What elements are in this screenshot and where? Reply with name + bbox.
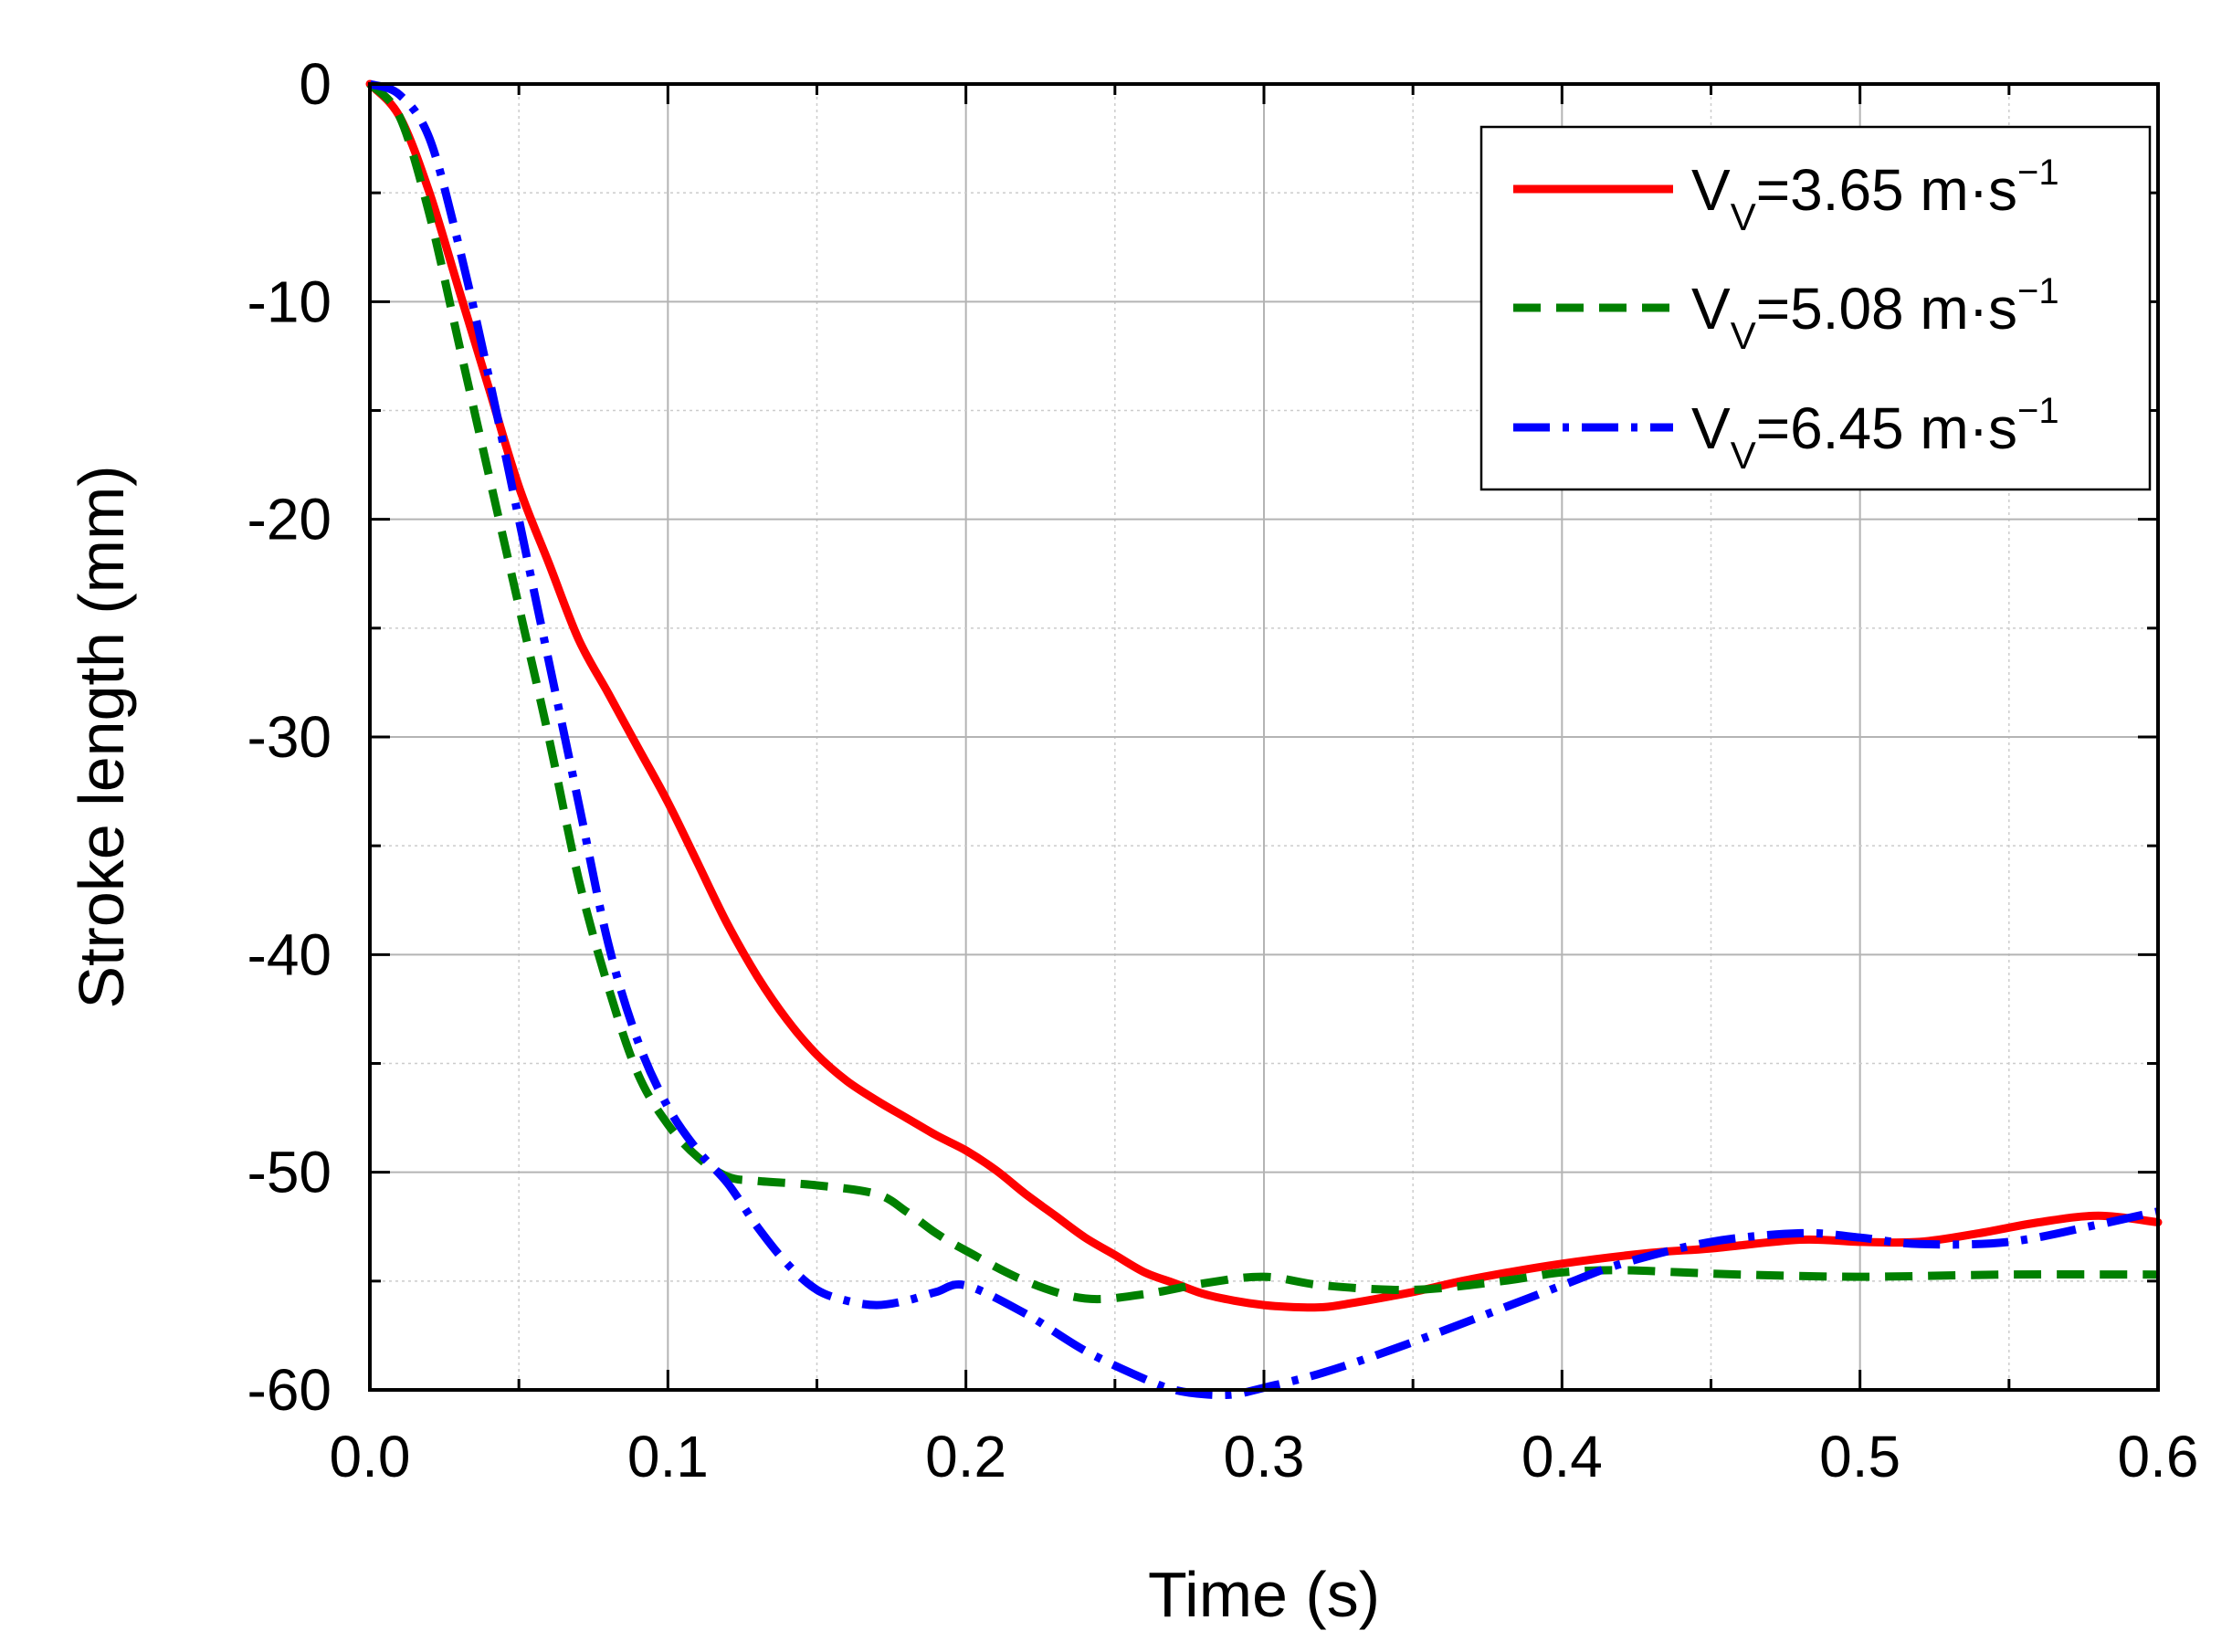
x-tick-label: 0.1 (627, 1424, 709, 1489)
tick-labels: 0.0 0.1 0.2 0.3 0.4 0.5 0.6 0 -10 -20 -30 -40 -50 -60 (247, 51, 2199, 1489)
y-tick-label: -20 (247, 487, 332, 552)
series-line-1 (365, 79, 2163, 1312)
x-tick-label: 0.2 (925, 1424, 1006, 1489)
legend: VV=3.65 m·s−1 VV=5.08 m·s−1 VV=6.45 m·s−1 (1479, 125, 2152, 491)
x-axis-title: Time (s) (1148, 1559, 1380, 1630)
y-tick-label: 0 (299, 51, 332, 117)
x-tick-label: 0.5 (1819, 1424, 1900, 1489)
legend-label-3: VV=6.45 m·s−1 (1691, 391, 2059, 477)
y-tick-label: -10 (247, 268, 332, 334)
axis-ticks (368, 82, 2160, 1392)
y-tick-label: -60 (247, 1357, 332, 1423)
x-tick-label: 0.4 (1521, 1424, 1603, 1489)
series-line-2 (366, 80, 2159, 1304)
y-tick-label: -40 (247, 921, 332, 987)
series-line-3 (368, 79, 2159, 1400)
legend-label-2: VV=5.08 m·s−1 (1691, 271, 2059, 357)
y-axis-title: Stroke length (mm) (66, 465, 137, 1008)
y-tick-label: -30 (247, 704, 332, 770)
series-lines (365, 79, 2163, 1400)
y-tick-label: -50 (247, 1140, 332, 1205)
legend-label-1: VV=3.65 m·s−1 (1691, 153, 2059, 238)
x-tick-label: 0.3 (1224, 1424, 1305, 1489)
x-tick-label: 0.6 (2118, 1424, 2199, 1489)
x-tick-label: 0.0 (330, 1424, 411, 1489)
legend-items: VV=3.65 m·s−1 VV=5.08 m·s−1 VV=6.45 m·s−1 (1513, 153, 2059, 477)
